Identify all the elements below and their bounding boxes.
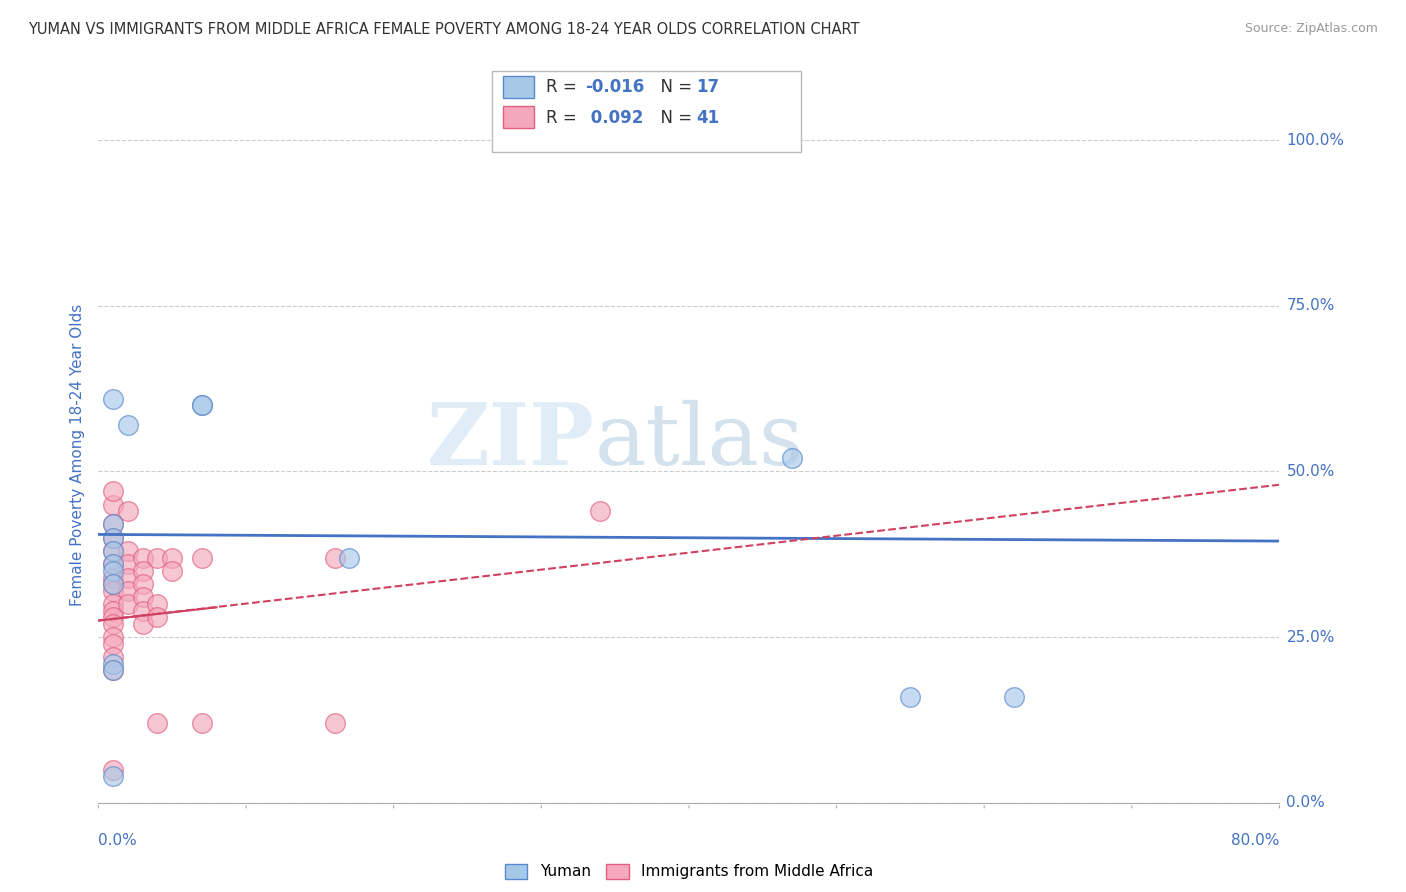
- Text: ZIP: ZIP: [426, 399, 595, 483]
- Text: -0.016: -0.016: [585, 78, 644, 96]
- Point: [103, 544, 125, 558]
- Text: Source: ZipAtlas.com: Source: ZipAtlas.com: [1244, 22, 1378, 36]
- Point: [103, 577, 125, 591]
- Point: [146, 610, 169, 624]
- Point: [191, 550, 214, 565]
- Point: [103, 577, 125, 591]
- Text: atlas: atlas: [595, 400, 804, 483]
- Point: [117, 544, 139, 558]
- Point: [103, 604, 125, 618]
- Point: [132, 550, 155, 565]
- Point: [191, 398, 214, 412]
- Point: [103, 517, 125, 532]
- Text: 75.0%: 75.0%: [1286, 298, 1334, 313]
- Point: [103, 558, 125, 572]
- Point: [117, 418, 139, 433]
- Point: [117, 558, 139, 572]
- Point: [132, 577, 155, 591]
- Point: [117, 504, 139, 518]
- Point: [103, 769, 125, 783]
- Text: YUMAN VS IMMIGRANTS FROM MIDDLE AFRICA FEMALE POVERTY AMONG 18-24 YEAR OLDS CORR: YUMAN VS IMMIGRANTS FROM MIDDLE AFRICA F…: [28, 22, 859, 37]
- Point: [103, 650, 125, 665]
- Point: [103, 583, 125, 598]
- Point: [162, 550, 183, 565]
- Point: [103, 657, 125, 671]
- Point: [117, 583, 139, 598]
- Point: [337, 550, 360, 565]
- Point: [191, 716, 214, 731]
- Text: 25.0%: 25.0%: [1286, 630, 1334, 645]
- Text: 0.092: 0.092: [585, 109, 644, 127]
- Point: [132, 616, 155, 631]
- Text: 0.0%: 0.0%: [98, 833, 138, 848]
- Point: [103, 570, 125, 584]
- Point: [191, 398, 214, 412]
- Point: [103, 484, 125, 499]
- Point: [323, 550, 346, 565]
- Point: [103, 564, 125, 578]
- Point: [117, 597, 139, 611]
- Text: 41: 41: [696, 109, 718, 127]
- Point: [162, 564, 183, 578]
- Point: [132, 604, 155, 618]
- Legend: Yuman, Immigrants from Middle Africa: Yuman, Immigrants from Middle Africa: [498, 857, 880, 886]
- Text: 17: 17: [696, 78, 718, 96]
- Point: [103, 610, 125, 624]
- Point: [132, 591, 155, 605]
- Point: [132, 564, 155, 578]
- Text: 50.0%: 50.0%: [1286, 464, 1334, 479]
- Point: [103, 544, 125, 558]
- Point: [782, 451, 804, 466]
- Point: [103, 637, 125, 651]
- Text: 80.0%: 80.0%: [1232, 833, 1279, 848]
- Point: [103, 498, 125, 512]
- Point: [103, 763, 125, 777]
- Point: [103, 663, 125, 677]
- Point: [103, 663, 125, 677]
- Point: [103, 517, 125, 532]
- Text: 0.0%: 0.0%: [1286, 796, 1324, 810]
- Point: [1002, 690, 1025, 704]
- Text: R =: R =: [546, 78, 582, 96]
- Text: N =: N =: [650, 78, 697, 96]
- Point: [103, 558, 125, 572]
- Text: R =: R =: [546, 109, 582, 127]
- Point: [103, 531, 125, 545]
- Point: [103, 616, 125, 631]
- Point: [103, 597, 125, 611]
- Point: [900, 690, 922, 704]
- Point: [146, 597, 169, 611]
- Point: [103, 531, 125, 545]
- Point: [103, 392, 125, 406]
- Point: [146, 716, 169, 731]
- Point: [117, 570, 139, 584]
- Text: N =: N =: [650, 109, 697, 127]
- Point: [323, 716, 346, 731]
- Point: [589, 504, 612, 518]
- Point: [103, 630, 125, 644]
- Text: 100.0%: 100.0%: [1286, 133, 1344, 148]
- Y-axis label: Female Poverty Among 18-24 Year Olds: Female Poverty Among 18-24 Year Olds: [70, 304, 86, 606]
- Point: [146, 550, 169, 565]
